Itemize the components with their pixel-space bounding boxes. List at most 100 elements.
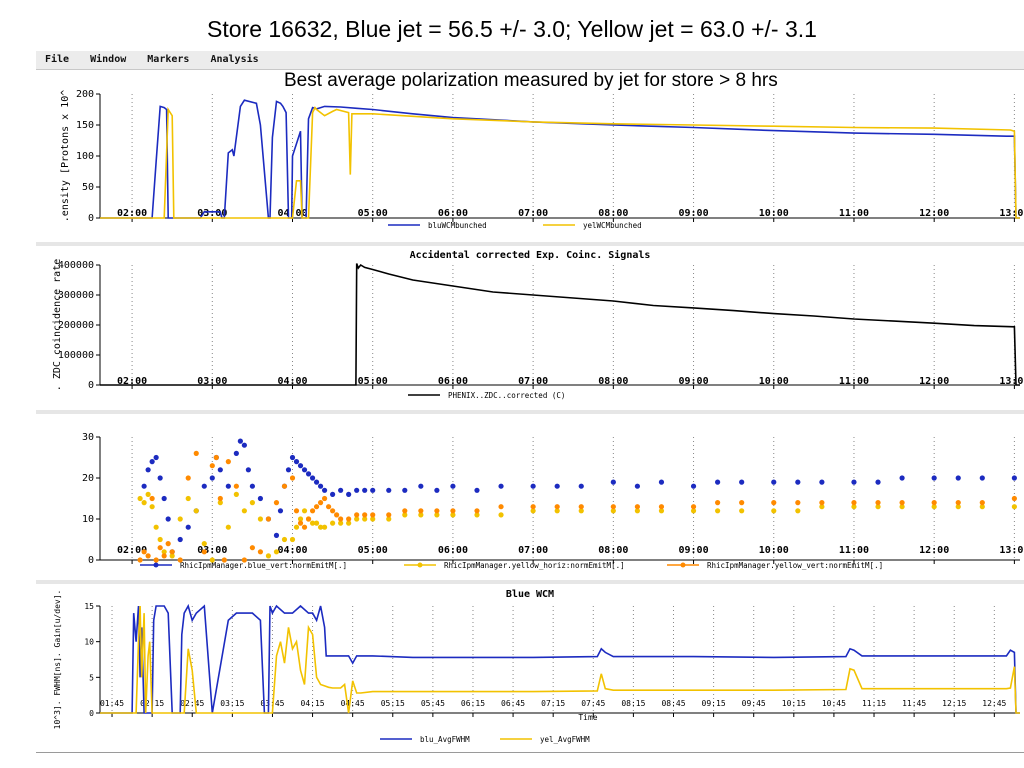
- data-point: [209, 557, 215, 563]
- data-point: [370, 487, 376, 493]
- data-point: [309, 520, 316, 526]
- data-point: [795, 500, 801, 506]
- x-tick-label: 05:00: [358, 376, 388, 387]
- data-point: [771, 508, 777, 514]
- data-point: [249, 500, 255, 506]
- data-point: [899, 475, 905, 481]
- data-point: [338, 487, 344, 493]
- data-point: [317, 524, 324, 530]
- data-point: [979, 475, 985, 481]
- data-point: [346, 520, 352, 526]
- data-point: [658, 504, 665, 510]
- data-point: [530, 504, 536, 510]
- data-point: [201, 483, 207, 489]
- menu-bar: File Window Markers Analysis: [36, 51, 1024, 70]
- x-tick-label: 06:00: [438, 208, 468, 219]
- data-point: [141, 500, 147, 506]
- data-point: [285, 467, 292, 473]
- x-tick-label: 13:00: [999, 545, 1024, 556]
- data-point: [1011, 475, 1017, 481]
- data-point: [225, 459, 231, 465]
- data-point: [715, 508, 721, 514]
- data-point: [161, 553, 167, 559]
- data-point: [241, 557, 247, 563]
- data-point: [293, 524, 300, 530]
- data-point: [795, 479, 801, 485]
- data-point: [690, 504, 697, 510]
- menu-analysis[interactable]: Analysis: [210, 54, 259, 65]
- data-point: [955, 500, 961, 506]
- data-point: [157, 536, 163, 543]
- data-point: [658, 508, 665, 514]
- legend-marker: [417, 562, 423, 568]
- series-line: [100, 106, 1020, 219]
- data-point: [257, 516, 264, 522]
- data-point: [177, 536, 183, 543]
- data-point: [739, 500, 745, 506]
- data-point: [297, 463, 304, 469]
- data-point: [354, 487, 360, 493]
- data-point: [237, 438, 243, 444]
- data-point: [498, 512, 504, 518]
- y-tick-label: 150: [76, 120, 94, 131]
- data-point: [201, 541, 207, 547]
- data-point: [149, 504, 155, 510]
- legend-label: RhicIpmManager.blue_vert:normEmitM[.]: [180, 561, 347, 570]
- data-point: [634, 508, 641, 514]
- data-point: [221, 557, 227, 563]
- data-point: [177, 557, 183, 563]
- data-point: [610, 504, 616, 510]
- data-point: [161, 495, 167, 502]
- data-point: [450, 483, 456, 489]
- data-point: [955, 504, 961, 510]
- data-point: [875, 500, 881, 506]
- data-point: [771, 500, 777, 506]
- data-point: [185, 495, 191, 502]
- data-point: [149, 495, 155, 502]
- data-point: [354, 516, 360, 522]
- x-tick-label: 09:00: [678, 376, 708, 387]
- data-point: [875, 479, 881, 485]
- data-point: [217, 500, 223, 506]
- menu-file[interactable]: File: [45, 54, 70, 65]
- x-tick-label: 08:15: [621, 699, 645, 708]
- y-tick-label: 400000: [58, 260, 94, 271]
- data-point: [434, 487, 440, 493]
- data-point: [715, 479, 721, 485]
- data-point: [233, 483, 239, 489]
- y-tick-label: 0: [89, 709, 94, 718]
- data-point: [370, 512, 376, 518]
- chart-panel-emittance: 0 10 20 30 02:00 03:00 04:00 05:00 06:00 07:00 08:…: [36, 414, 1024, 580]
- x-tick-label: 06:45: [501, 699, 525, 708]
- x-tick-label: 12:00: [919, 545, 949, 556]
- data-point: [217, 495, 223, 502]
- x-tick-label: 12:00: [919, 208, 949, 219]
- data-point: [386, 487, 392, 493]
- data-point: [209, 475, 215, 481]
- y-axis-label: . ZDC coincidence rate: [52, 259, 63, 391]
- data-point: [418, 512, 424, 518]
- data-point: [819, 504, 825, 510]
- y-tick-label: 15: [84, 602, 94, 611]
- data-point: [241, 508, 247, 514]
- data-point: [297, 516, 304, 522]
- data-point: [338, 520, 344, 526]
- data-point: [554, 508, 560, 514]
- data-point: [313, 504, 320, 510]
- x-tick-label: 11:00: [839, 545, 869, 556]
- menu-window[interactable]: Window: [90, 54, 127, 65]
- x-tick-label: 03:00: [197, 376, 227, 387]
- y-tick-label: 100000: [58, 350, 94, 361]
- data-point: [851, 500, 857, 506]
- x-tick-label: 11:15: [862, 699, 886, 708]
- chart-title: Blue WCM: [506, 589, 554, 600]
- y-tick-label: 0: [88, 213, 94, 224]
- data-point: [498, 504, 504, 510]
- x-tick-label: 05:00: [358, 208, 388, 219]
- x-tick-label: 07:00: [518, 376, 548, 387]
- x-tick-label: 09:45: [742, 699, 766, 708]
- menu-markers[interactable]: Markers: [147, 54, 190, 65]
- data-point: [153, 557, 159, 563]
- data-point: [498, 483, 504, 489]
- data-point: [334, 512, 340, 518]
